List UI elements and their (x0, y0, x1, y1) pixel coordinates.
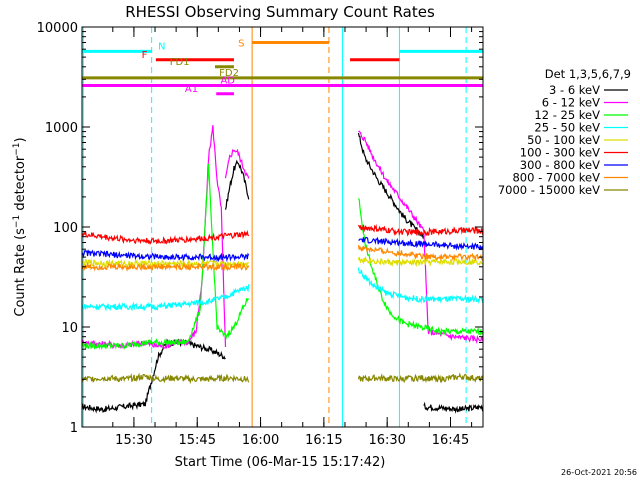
x-tick-label: 16:30 (368, 433, 405, 448)
series-line-100-300-kev (82, 229, 250, 245)
y-tick-label: 1 (70, 421, 78, 436)
series-line-25-50-kev (82, 284, 250, 312)
series-line-6-12-kev (358, 130, 429, 331)
timestamp: 26-Oct-2021 20:56 (561, 468, 637, 477)
flag-label-ad: AD (220, 76, 235, 87)
series-line-800-7000-kev (357, 244, 483, 262)
series-line-50-100-kev (357, 255, 483, 268)
series-line-300-800-kev (82, 248, 250, 263)
series-line-800-7000-kev (82, 261, 250, 272)
y-axis-label: Count Rate (s−1 detector−1) (12, 137, 28, 316)
y-tick-label: 10000 (37, 21, 78, 36)
legend-label: 12 - 25 keV (534, 108, 600, 122)
x-tick-label: 16:00 (242, 433, 279, 448)
series-line-6-12-kev (224, 148, 250, 179)
series-line-7000-15000-kev (357, 372, 483, 384)
y-axis-label-mid: detector (13, 155, 28, 215)
y-axis-label-sup2: −1 (12, 142, 22, 155)
legend-label: 100 - 300 keV (520, 146, 600, 160)
data-series (82, 125, 483, 414)
series-line-12-25-kev (224, 298, 249, 341)
x-tick-label: 16:45 (432, 433, 469, 448)
legend-label: 6 - 12 keV (542, 96, 600, 110)
y-axis-label-main: Count Rate (s (13, 228, 28, 317)
y-axis-ticks: 1 10 100 1000 10000 (37, 21, 483, 436)
series-line-300-800-kev (358, 236, 483, 251)
legend-label: 3 - 6 keV (549, 83, 600, 97)
flag-label-f: F (142, 50, 148, 61)
series-line-3-6-kev (357, 132, 425, 239)
series-line-12-25-kev (357, 198, 483, 337)
series-line-100-300-kev (357, 223, 483, 237)
series-line-3-6-kev (224, 159, 250, 210)
x-axis-ticks: 15:30 15:45 16:00 16:15 16:30 16:45 (112, 27, 473, 448)
legend-label: 7000 - 15000 keV (498, 183, 600, 197)
series-line-25-50-kev (357, 267, 483, 304)
x-tick-label: 15:30 (115, 433, 152, 448)
legend-label: 800 - 7000 keV (512, 171, 600, 185)
y-tick-label: 1000 (45, 121, 78, 136)
series-line-7000-15000-kev (82, 372, 250, 385)
legend-label: 300 - 800 keV (520, 158, 600, 172)
x-tick-label: 15:45 (179, 433, 216, 448)
y-tick-label: 10 (61, 321, 78, 336)
legend-label: 25 - 50 keV (534, 121, 600, 135)
series-line-3-6-kev (423, 401, 483, 414)
legend-title: Det 1,3,5,6,7,9 (545, 67, 631, 81)
series-line-50-100-kev (82, 258, 250, 269)
flag-label-n: N (158, 41, 165, 52)
x-axis-label: Start Time (06-Mar-15 15:17:42) (175, 455, 386, 470)
series-line-3-6-kev (82, 338, 226, 414)
flag-label-fd1: FD1 (170, 57, 190, 68)
chart-title: RHESSI Observing Summary Count Rates (125, 3, 435, 21)
x-tick-label: 16:15 (305, 433, 342, 448)
flag-label-fd2: FD2 (219, 68, 239, 79)
y-axis-label-sup1: −1 (12, 215, 22, 228)
legend-label: 50 - 100 keV (527, 133, 600, 147)
flag-label-a1: A1 (185, 84, 198, 95)
y-axis-label-end: ) (13, 137, 28, 142)
flag-label-s: S (238, 38, 244, 49)
series-line-12-25-kev (82, 163, 227, 351)
y-tick-label: 100 (53, 221, 78, 236)
